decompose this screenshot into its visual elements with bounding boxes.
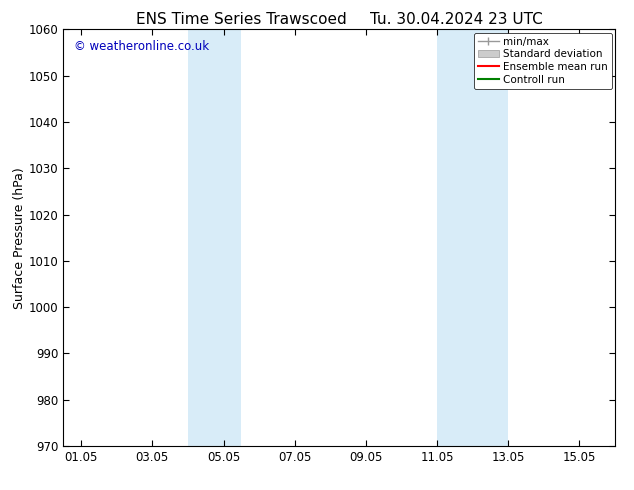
Bar	[437, 29, 508, 446]
Text: © weatheronline.co.uk: © weatheronline.co.uk	[74, 40, 210, 53]
Y-axis label: Surface Pressure (hPa): Surface Pressure (hPa)	[13, 167, 26, 309]
Bar	[188, 29, 242, 446]
Text: ENS Time Series Trawscoed: ENS Time Series Trawscoed	[136, 12, 346, 27]
Legend: min/max, Standard deviation, Ensemble mean run, Controll run: min/max, Standard deviation, Ensemble me…	[474, 32, 612, 89]
Text: Tu. 30.04.2024 23 UTC: Tu. 30.04.2024 23 UTC	[370, 12, 543, 27]
